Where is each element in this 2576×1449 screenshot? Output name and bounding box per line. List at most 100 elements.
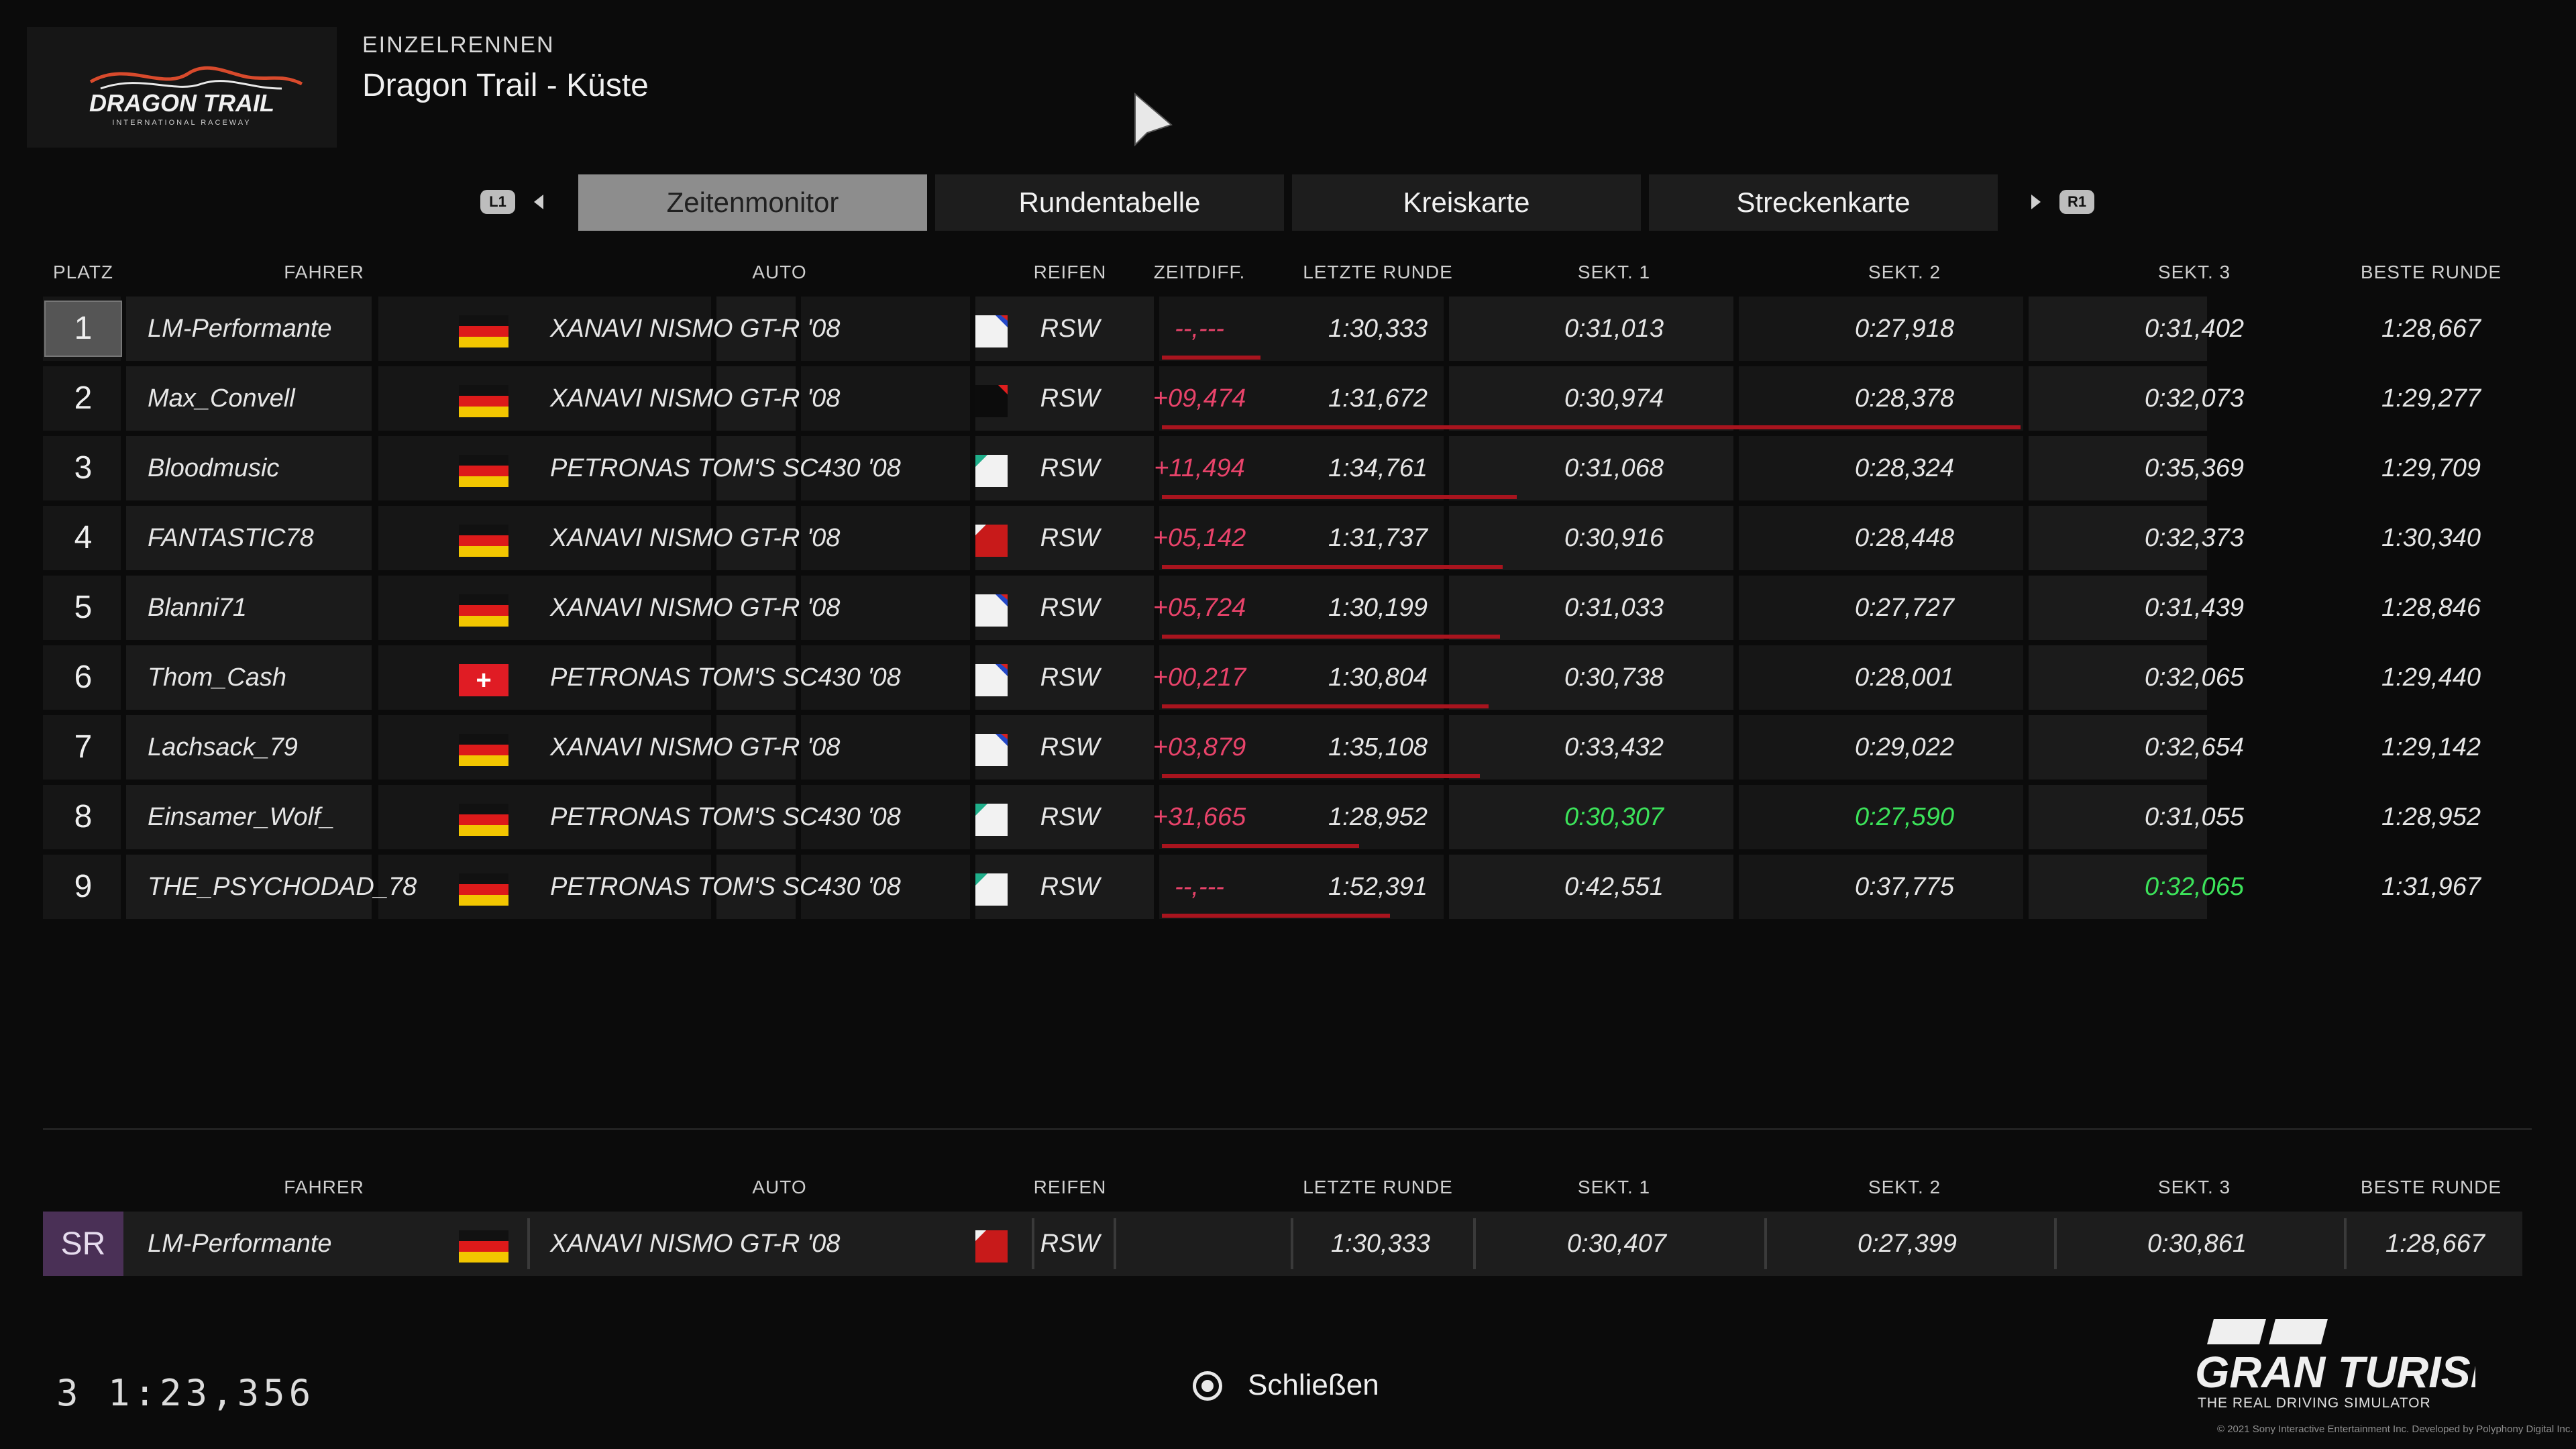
personal-driver: LM-Performante: [148, 1230, 332, 1258]
driver-name: Thom_Cash: [148, 663, 286, 692]
sector-3-time: 0:32,065: [2145, 663, 2244, 692]
cell-bg: [43, 855, 121, 919]
table-divider: [43, 1128, 2532, 1130]
col-sektor-2: SEKT. 2: [1868, 262, 1941, 282]
car-livery-icon: [975, 734, 1008, 766]
separator: [1764, 1218, 1767, 1269]
col-sektor-1: SEKT. 1: [1577, 262, 1651, 282]
tab-zeitenmonitor[interactable]: Zeitenmonitor: [578, 174, 927, 231]
table-row[interactable]: 4 FANTASTIC78 XANAVI NISMO GT-R '08 RSW +05,…: [43, 506, 2522, 570]
cell-bg: [2029, 506, 2207, 570]
tab-rundentabelle[interactable]: Rundentabelle: [935, 174, 1284, 231]
close-button[interactable]: Schließen: [1248, 1368, 1379, 1401]
lap-progress-bar: [1162, 704, 1489, 708]
position-number: 4: [74, 520, 93, 555]
cell-bg: [126, 366, 372, 431]
cell-bg: [716, 297, 796, 361]
driver-name: LM-Performante: [148, 315, 332, 343]
car-livery-icon: [975, 804, 1008, 836]
separator: [1032, 1218, 1034, 1269]
tyre-compound: RSW: [1040, 873, 1100, 901]
sector-2-time: 0:27,590: [1855, 803, 1954, 831]
best-lap: 1:31,967: [2381, 873, 2481, 901]
table-row[interactable]: 7 Lachsack_79 XANAVI NISMO GT-R '08 RSW +03,…: [43, 715, 2522, 780]
cell-bg: [43, 436, 121, 500]
personal-col-sektor-2: SEKT. 2: [1868, 1177, 1941, 1197]
circle-button-icon[interactable]: [1193, 1371, 1222, 1401]
time-gap: +11,494: [1154, 454, 1245, 482]
cell-bg: [1159, 436, 1444, 500]
personal-row-bg: [43, 1212, 2522, 1276]
cell-bg: [1449, 576, 1733, 640]
best-lap: 1:28,667: [2381, 315, 2481, 343]
germany-flag-icon: [459, 873, 508, 906]
cell-bg: [126, 785, 372, 849]
last-lap: 1:30,333: [1328, 315, 1428, 343]
cell-bg: [716, 785, 796, 849]
cell-bg: [43, 645, 121, 710]
cell-bg: [378, 715, 711, 780]
driver-name: Einsamer_Wolf_: [148, 803, 335, 831]
separator: [1291, 1218, 1293, 1269]
cell-bg: [1159, 855, 1444, 919]
tab-kreiskarte[interactable]: Kreiskarte: [1292, 174, 1641, 231]
position-number: 7: [74, 729, 93, 765]
cell-bg: [2029, 785, 2207, 849]
cell-bg: [378, 785, 711, 849]
sector-3-time: 0:32,654: [2145, 733, 2244, 761]
sector-2-time: 0:27,918: [1855, 315, 1954, 343]
cell-bg: [2029, 855, 2207, 919]
sector-1-time: 0:30,738: [1564, 663, 1664, 692]
table-row[interactable]: 6 Thom_Cash + PETRONAS TOM'S SC430 '08 RSW +0…: [43, 645, 2522, 710]
germany-flag-icon: [459, 734, 508, 766]
tab-left-arrow-icon[interactable]: [534, 195, 543, 209]
germany-flag-icon: [459, 594, 508, 627]
cell-bg: [1159, 506, 1444, 570]
sector-2-time: 0:28,448: [1855, 524, 1954, 552]
driver-name: Max_Convell: [148, 384, 295, 413]
table-row[interactable]: 9 THE_PSYCHODAD_78 PETRONAS TOM'S SC430 '0…: [43, 855, 2522, 919]
car-livery-icon: [975, 455, 1008, 487]
cell-bg: [716, 436, 796, 500]
table-row[interactable]: 5 Blanni71 XANAVI NISMO GT-R '08 RSW +05,724…: [43, 576, 2522, 640]
personal-sector-3: 0:30,861: [2147, 1230, 2247, 1258]
r1-button[interactable]: R1: [2059, 190, 2094, 214]
personal-col-sektor-1: SEKT. 1: [1577, 1177, 1651, 1197]
tyre-compound: RSW: [1040, 594, 1100, 622]
tab-streckenkarte[interactable]: Streckenkarte: [1649, 174, 1998, 231]
sector-1-time: 0:30,307: [1564, 803, 1664, 831]
switzerland-flag-icon: +: [459, 664, 508, 696]
cell-bg: [1739, 645, 2023, 710]
lap-progress-bar: [1162, 425, 2021, 429]
car-livery-icon: [975, 525, 1008, 557]
cell-bg: [716, 576, 796, 640]
car-livery-icon: [975, 594, 1008, 627]
cell-bg: [2029, 645, 2207, 710]
col-fahrer: FAHRER: [284, 262, 364, 282]
car-livery-icon: [975, 385, 1008, 417]
gt-logo-subtitle: THE REAL DRIVING SIMULATOR: [2198, 1395, 2431, 1411]
time-gap: +09,474: [1152, 384, 1246, 413]
cell-bg: [801, 785, 970, 849]
car-name: XANAVI NISMO GT-R '08: [550, 594, 841, 622]
cell-bg: [801, 715, 970, 780]
best-lap: 1:28,846: [2381, 594, 2481, 622]
best-lap: 1:29,277: [2381, 384, 2481, 413]
cell-bg: [2029, 715, 2207, 780]
sector-2-time: 0:28,378: [1855, 384, 1954, 413]
race-mode: EINZELRENNEN: [362, 32, 555, 58]
tab-right-arrow-icon[interactable]: [2031, 195, 2041, 209]
table-row[interactable]: 2 Max_Convell XANAVI NISMO GT-R '08 RSW +09,…: [43, 366, 2522, 431]
col-sektor-3: SEKT. 3: [2157, 262, 2231, 282]
cell-bg: [378, 436, 711, 500]
l1-button[interactable]: L1: [480, 190, 515, 214]
pointer-cursor-icon: [1132, 91, 1179, 155]
driver-name: FANTASTIC78: [148, 524, 314, 552]
separator: [1473, 1218, 1476, 1269]
best-lap: 1:29,142: [2381, 733, 2481, 761]
table-row[interactable]: 8 Einsamer_Wolf_ PETRONAS TOM'S SC430 '08 R…: [43, 785, 2522, 849]
table-row[interactable]: 3 Bloodmusic PETRONAS TOM'S SC430 '08 RSW +1…: [43, 436, 2522, 500]
car-livery-icon: [975, 664, 1008, 696]
table-row[interactable]: 1 LM-Performante XANAVI NISMO GT-R '08 RSW -…: [43, 297, 2522, 361]
tyre-compound: RSW: [1040, 803, 1100, 831]
